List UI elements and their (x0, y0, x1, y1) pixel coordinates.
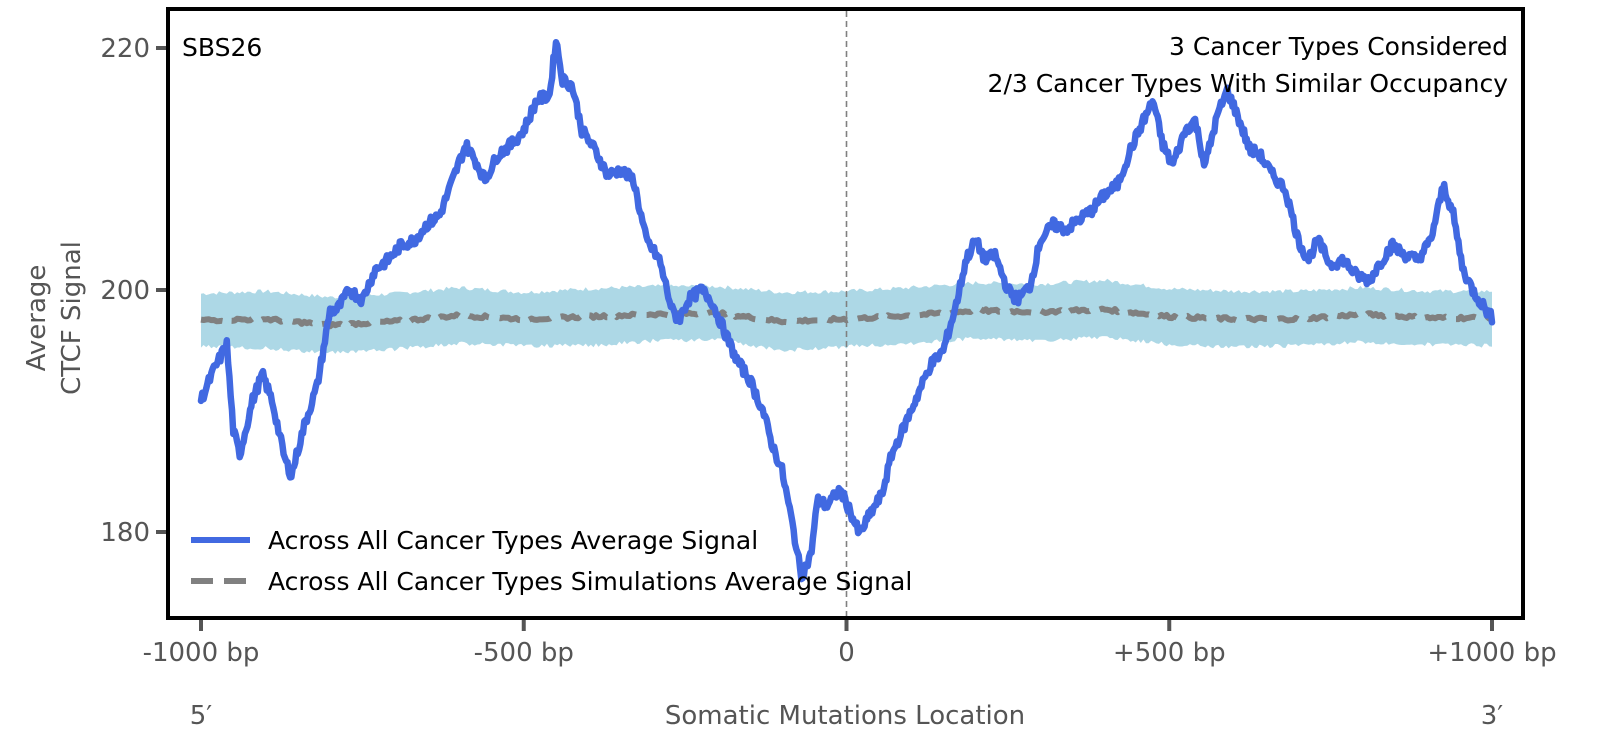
five-prime-label: 5′ (190, 701, 213, 731)
x-axis-title: Somatic Mutations Location (665, 701, 1025, 731)
x-tick-label: -1000 bp (143, 638, 260, 668)
y-tick-label: 220 (100, 34, 150, 64)
x-tick-label: -500 bp (474, 638, 574, 668)
signature-label: SBS26 (182, 33, 262, 62)
simulations-average-line (200, 305, 1493, 330)
x-tick-label: +1000 bp (1427, 638, 1556, 668)
three-prime-label: 3′ (1481, 701, 1504, 731)
legend-label-average-signal: Across All Cancer Types Average Signal (268, 526, 758, 555)
cancer-types-considered: 3 Cancer Types Considered (1169, 32, 1508, 61)
y-axis: 180 200 220 (100, 34, 166, 548)
y-tick-label: 200 (100, 276, 150, 306)
legend: Across All Cancer Types Average Signal A… (191, 526, 912, 596)
plot-area (197, 11, 1496, 616)
legend-label-simulations: Across All Cancer Types Simulations Aver… (268, 567, 912, 596)
y-tick-label: 180 (100, 518, 150, 548)
plot-frame (166, 7, 1525, 620)
average-signal-line (197, 38, 1496, 583)
x-tick-label: +500 bp (1113, 638, 1226, 668)
x-tick-label: 0 (838, 638, 855, 668)
x-axis: -1000 bp -500 bp 0 +500 bp +1000 bp (143, 620, 1557, 668)
y-axis-title-line2: CTCF Signal (57, 241, 87, 395)
similar-occupancy-note: 2/3 Cancer Types With Similar Occupancy (988, 69, 1509, 98)
y-axis-title-line1: Average (22, 265, 52, 372)
